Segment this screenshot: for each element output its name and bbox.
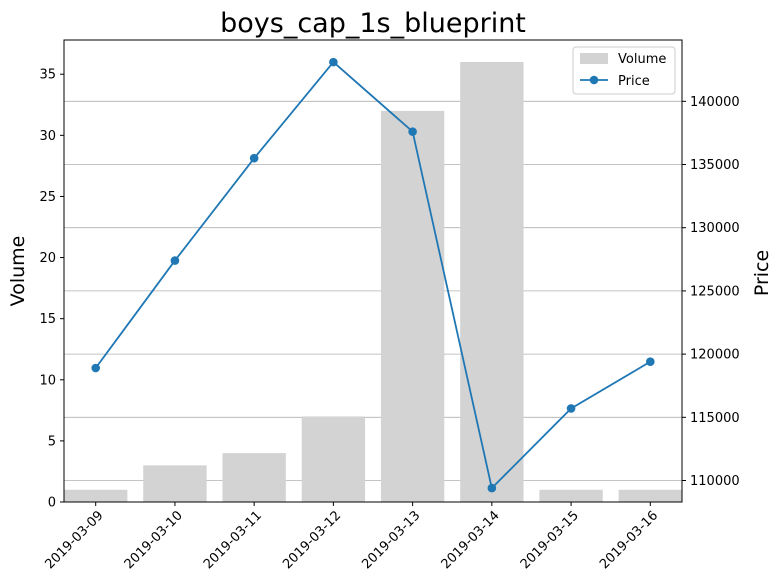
y-tick-label: 35 [39, 68, 56, 83]
x-tick-label: 2019-03-11 [201, 508, 265, 572]
volume-bar [539, 489, 603, 502]
y-axis-right: 110000 115000 120000 125000 130000 135000 1400… [682, 95, 740, 489]
price-point [566, 404, 576, 413]
x-tick-label: 2019-03-14 [439, 508, 503, 572]
y2-tick-label: 125000 [690, 284, 740, 299]
legend-price-label: Price [618, 74, 650, 89]
x-tick-label: 2019-03-16 [597, 508, 661, 572]
volume-bar [301, 416, 366, 502]
volume-bars [64, 62, 682, 502]
y2-tick-label: 135000 [690, 158, 740, 173]
plot-frame [63, 39, 683, 503]
y-tick-label: 15 [39, 312, 56, 327]
price-point [170, 256, 180, 265]
y-tick-label: 25 [39, 190, 56, 205]
price-point [408, 127, 417, 136]
y-axis-left: 0 5 10 15 20 25 30 35 [39, 68, 64, 511]
x-tick-label: 2019-03-09 [42, 508, 106, 572]
legend: Volume Price [572, 46, 676, 95]
y2-axis-title: Price [751, 250, 773, 296]
price-point [487, 483, 497, 493]
x-tick-label: 2019-03-12 [280, 508, 344, 572]
price-point [646, 357, 655, 366]
x-tick-label: 2019-03-10 [122, 508, 186, 572]
legend-volume-swatch [580, 53, 608, 64]
volume-bar [143, 465, 207, 502]
y-axis-title: Volume [7, 236, 29, 307]
y-tick-label: 5 [48, 434, 56, 449]
x-axis: 2019-03-09 2019-03-10 2019-03-11 2019-03-12… [42, 502, 661, 572]
price-line [94, 60, 651, 490]
legend-volume-label: Volume [618, 52, 666, 67]
volume-bar [618, 489, 682, 502]
x-tick-label: 2019-03-13 [359, 508, 423, 572]
x-tick-label: 2019-03-15 [518, 508, 582, 572]
chart-title: boys_cap_1s_blueprint [220, 8, 526, 39]
price-point [91, 363, 100, 373]
y-tick-label: 30 [39, 129, 56, 144]
y2-tick-label: 110000 [690, 474, 740, 489]
y-tick-label: 0 [48, 496, 56, 511]
volume-bar [380, 110, 445, 502]
volume-bar [64, 489, 128, 502]
volume-bar [222, 453, 286, 502]
y-tick-label: 20 [39, 251, 56, 266]
price-point [329, 57, 338, 67]
y2-tick-label: 115000 [690, 411, 740, 426]
volume-bar [460, 62, 524, 502]
price-point [249, 153, 259, 163]
y2-tick-label: 140000 [690, 95, 740, 110]
y-tick-label: 10 [39, 373, 56, 388]
y2-tick-label: 120000 [690, 348, 740, 363]
price-line-series [91, 57, 655, 493]
y2-tick-label: 130000 [690, 221, 740, 236]
legend-price-marker [589, 75, 599, 85]
gridlines [64, 100, 682, 481]
